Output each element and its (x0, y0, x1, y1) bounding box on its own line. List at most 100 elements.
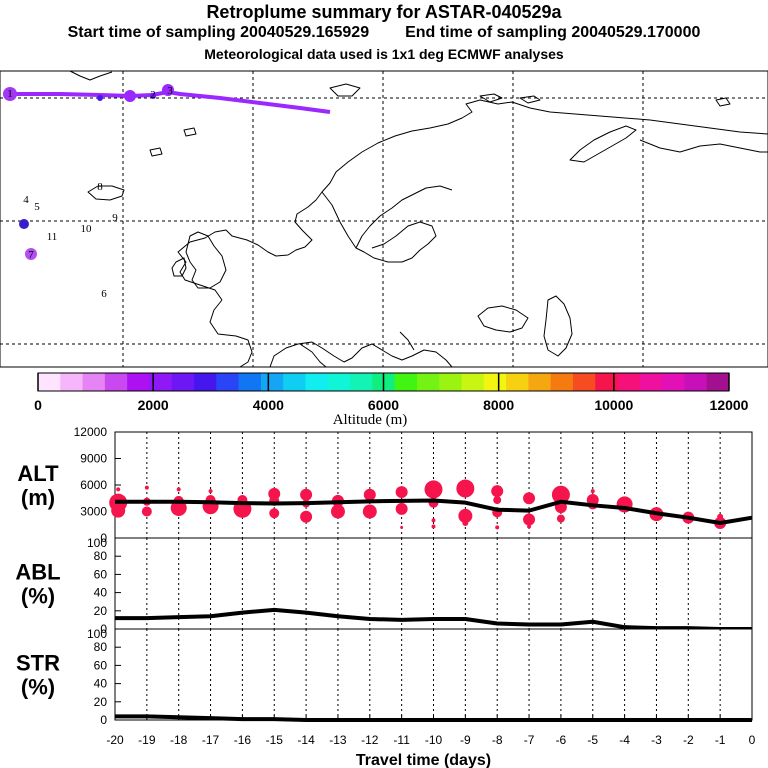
cluster-altitude-point (400, 525, 404, 529)
colorbar-tick-label: 2000 (138, 397, 169, 413)
colorbar-cell (104, 373, 128, 391)
y-tick-label: 40 (94, 586, 108, 600)
x-tick-label: -1 (715, 733, 726, 747)
colorbar-cell (639, 373, 663, 391)
y-axis-label: STR (16, 651, 60, 676)
colorbar-cell (617, 373, 641, 391)
cluster-altitude-point (116, 487, 121, 492)
coast-scandinavia-inner (321, 185, 453, 249)
cluster-altitude-point (395, 502, 408, 515)
x-tick-label: -13 (329, 733, 347, 747)
y-tick-label: 0 (100, 531, 107, 545)
x-tick-label: -11 (393, 733, 410, 747)
x-axis-label: Travel time (days) (356, 752, 491, 768)
coastlines (69, 70, 768, 368)
cluster-altitude-point (493, 496, 502, 505)
start-time-label: Start time of sampling 20040529.165929 (67, 24, 370, 41)
coast-black-sea (477, 305, 529, 333)
x-tick-label: -10 (425, 733, 443, 747)
coast-italy-greece (299, 331, 415, 368)
colorbar-cell (171, 373, 195, 391)
coast-franz-josef (479, 93, 503, 103)
colorbar-cell (127, 373, 150, 391)
cluster-label: 3 (167, 85, 173, 97)
cluster-altitude-point (458, 508, 473, 523)
cluster-altitude-point (300, 488, 313, 501)
colorbar-cell (461, 373, 485, 391)
coast-europe-west (209, 299, 253, 368)
cluster-altitude-point (208, 489, 213, 494)
colorbar-cell (305, 373, 329, 391)
x-tick-label: -9 (460, 733, 471, 747)
cluster-altitude-point (268, 487, 281, 500)
coast-ireland (171, 257, 187, 277)
y-tick-label: 100 (87, 536, 107, 550)
x-tick-label: -2 (683, 733, 694, 747)
cluster-markers: 45 11 10 9 8 6 7 1 2 3 (3, 84, 174, 300)
cluster-dot (3, 87, 17, 101)
cluster-altitude-point (111, 503, 126, 518)
cluster-altitude-point (556, 514, 565, 523)
x-tick-label: -12 (361, 733, 379, 747)
y-axis-label: ABL (15, 560, 60, 585)
y-tick-label: 12000 (74, 425, 108, 439)
y-tick-label: 0 (100, 713, 107, 727)
cluster-altitude-point (141, 506, 152, 517)
series-line-abl (115, 607, 752, 631)
colorbar-cell (706, 373, 730, 391)
x-tick-label: 0 (749, 733, 756, 747)
cluster-altitude-point (527, 524, 532, 529)
y-tick-label: 80 (94, 640, 108, 654)
x-tick-label: -3 (651, 733, 662, 747)
colorbar-cell (283, 373, 306, 391)
end-time-label: End time of sampling 20040529.170000 (405, 24, 701, 41)
y-tick-label: 9000 (80, 452, 107, 466)
colorbar-cell (483, 373, 507, 391)
y-tick-label: 80 (94, 549, 108, 563)
x-tick-label: -4 (619, 733, 630, 747)
cluster-altitude-point (144, 485, 149, 490)
y-tick-label: 6000 (80, 478, 107, 492)
cluster-altitude-point (456, 479, 475, 498)
colorbar-cell (60, 373, 84, 391)
cluster-label: 9 (112, 212, 118, 224)
cluster-altitude-point (269, 508, 280, 519)
colorbar-tick-label: 10000 (594, 397, 633, 413)
cluster-label: 2 (150, 89, 156, 101)
cluster-altitude-point (551, 485, 570, 504)
colorbar-cell (439, 373, 463, 391)
y-tick-label: 100 (87, 627, 107, 641)
colorbar-tick-label: 12000 (710, 397, 749, 413)
coast-islands-north (519, 95, 731, 107)
cluster-label: 10 (81, 223, 93, 235)
coast-east (639, 139, 768, 153)
colorbar-cell (327, 373, 351, 391)
panel-alt: 0 3000 6000 9000 12000 ALT(m) (17, 425, 753, 545)
x-tick-label: -14 (297, 733, 315, 747)
cluster-label: 4 (23, 194, 29, 206)
x-tick-label: -19 (138, 733, 156, 747)
coast-novaya-zemlya (569, 125, 637, 163)
cluster-altitude-point (300, 510, 313, 523)
cluster-altitude-point (330, 504, 345, 519)
cluster-label: 6 (101, 288, 107, 300)
x-tick-label: -5 (587, 733, 598, 747)
x-tick-label: -15 (266, 733, 284, 747)
y-tick-label: 3000 (80, 505, 107, 519)
x-tick-label: -7 (524, 733, 535, 747)
cluster-altitude-point (431, 524, 436, 529)
cluster-label: 1 (7, 88, 13, 100)
cluster-altitude-point (176, 487, 181, 492)
colorbar-cell (550, 373, 574, 391)
colorbar-cell (394, 373, 418, 391)
y-tick-label: 20 (94, 604, 108, 618)
met-data-label: Meteorological data used is 1x1 deg ECMW… (204, 46, 564, 62)
colorbar-cell (149, 373, 173, 391)
coast-small-north (149, 127, 197, 157)
x-tick-label: -8 (492, 733, 503, 747)
coast-iceland (87, 185, 125, 201)
